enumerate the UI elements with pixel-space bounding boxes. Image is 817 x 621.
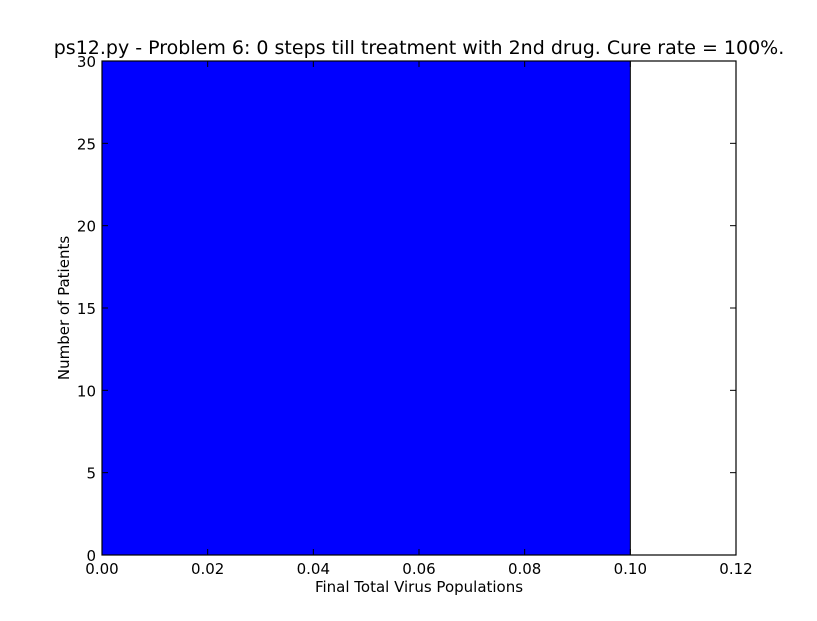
ticks-layer: 0.00 0.02 0.04 0.06 0.08 0.10 0.12 0 5 10 15 20 25 30 [77, 53, 753, 578]
x-tick-label: 0.10 [614, 560, 647, 578]
histogram-bar-0 [101, 60, 631, 556]
x-tick-label: 0.04 [297, 560, 330, 578]
y-tick-label: 10 [77, 382, 96, 400]
y-tick-label: 5 [86, 465, 96, 483]
chart-title: ps12.py - Problem 6: 0 steps till treatm… [54, 37, 785, 59]
x-axis-label: Final Total Virus Populations [315, 578, 523, 596]
bars-layer [101, 60, 631, 556]
y-tick-label: 0 [86, 547, 96, 565]
y-axis-label: Number of Patients [55, 236, 73, 380]
x-tick-label: 0.00 [85, 560, 118, 578]
y-tick-label: 30 [77, 53, 96, 71]
y-tick-label: 20 [77, 218, 96, 236]
x-tick-label: 0.12 [719, 560, 752, 578]
y-tick-label: 25 [77, 135, 96, 153]
x-tick-label: 0.06 [402, 560, 435, 578]
y-tick-label: 15 [77, 300, 96, 318]
x-tick-label: 0.02 [191, 560, 224, 578]
x-tick-label: 0.08 [508, 560, 541, 578]
